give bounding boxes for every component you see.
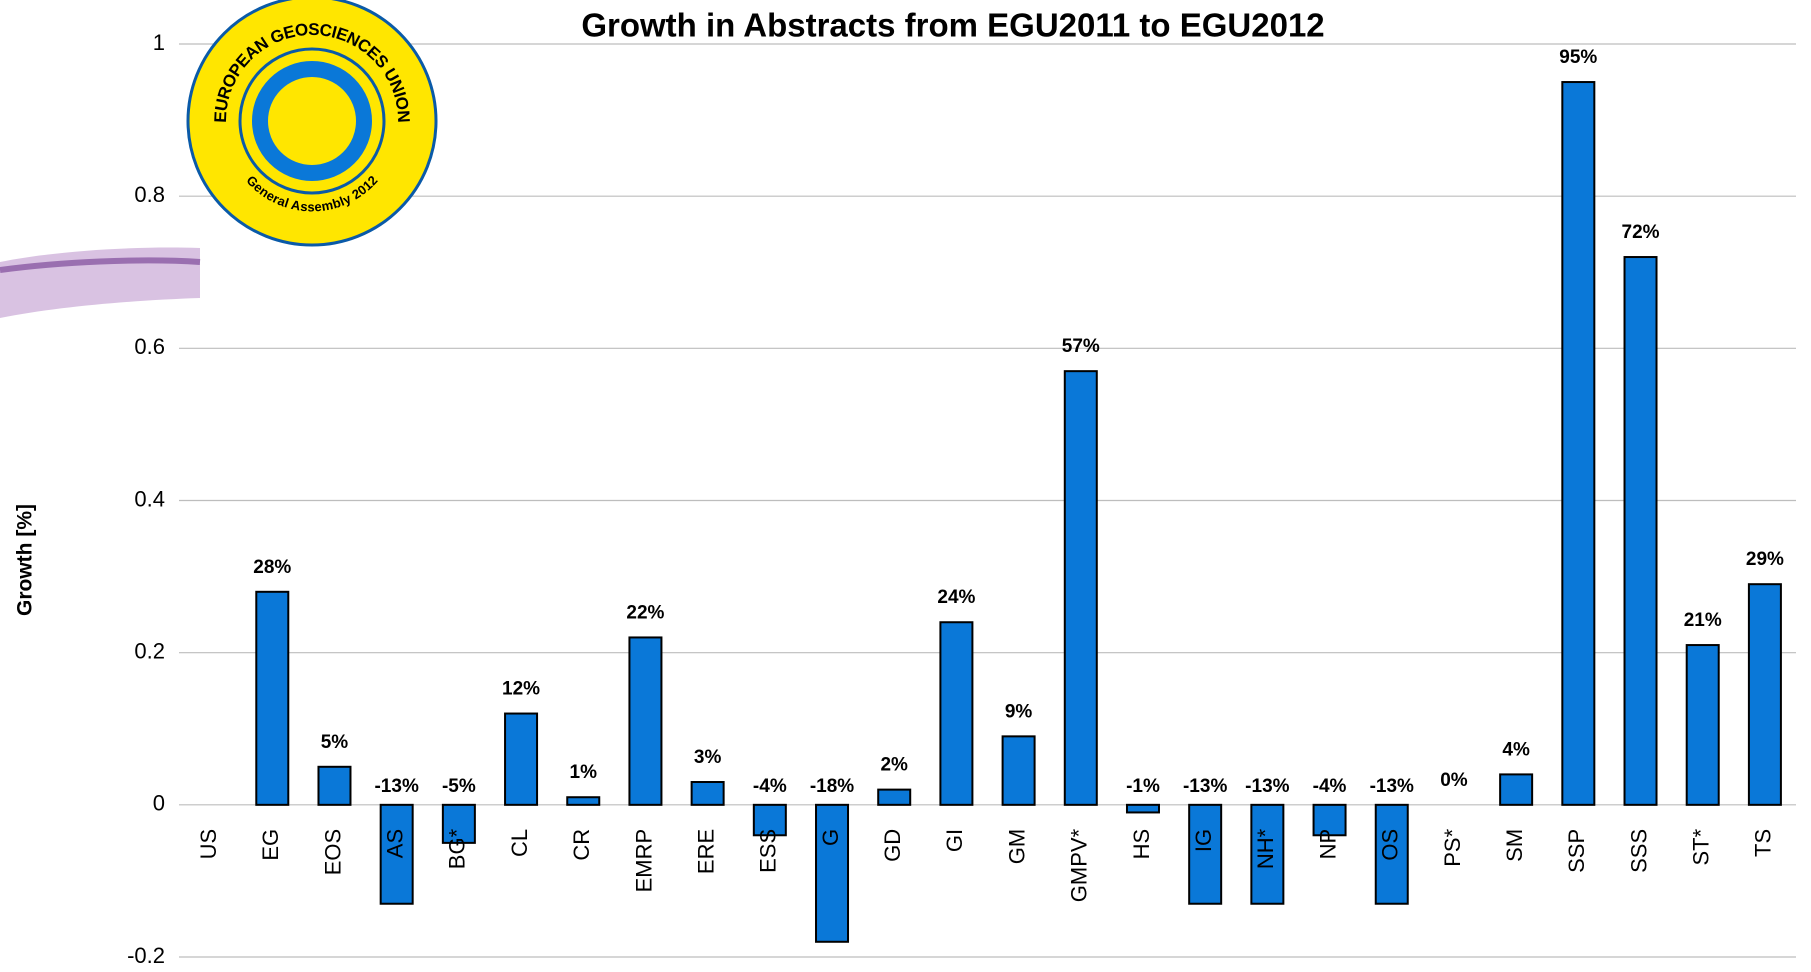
value-label: -4% [753,776,787,797]
value-label: -5% [442,776,476,797]
x-tick-label: G [818,829,843,846]
bar [318,767,350,805]
bar [1687,645,1719,805]
value-label: -1% [1126,776,1160,797]
x-tick-label: EMRP [631,829,656,893]
x-tick-label: NP [1315,829,1340,860]
value-label: 57% [1062,336,1100,357]
bar [1127,805,1159,813]
value-label: -18% [810,776,854,797]
value-label: -13% [374,776,418,797]
bar [567,797,599,805]
y-tick-label: 0.6 [134,334,165,359]
y-tick-label: 0.4 [134,486,165,511]
bar [1500,774,1532,804]
value-label: 28% [253,557,291,578]
value-label: 72% [1622,222,1660,243]
y-tick-label: 0.8 [134,182,165,207]
x-tick-label: OS [1378,829,1403,861]
value-label: 12% [502,679,540,700]
bar [1749,584,1781,805]
bar [692,782,724,805]
bar [878,790,910,805]
x-tick-label: CL [507,829,532,857]
x-tick-label: TS [1751,829,1776,857]
y-tick-label: 1 [153,30,165,55]
x-tick-label: GMPV* [1067,828,1092,902]
x-tick-label: GM [1004,829,1029,864]
x-tick-label: ESS [756,829,781,873]
x-tick-label: SSP [1564,829,1589,873]
x-tick-label: EOS [320,829,345,875]
x-tick-label: CR [569,829,594,861]
x-tick-label: SSS [1626,829,1651,873]
bar [1003,736,1035,804]
chart: -0.2 0 0.2 0.4 0.6 0.8 1 US EG 28% EOS 5% AS -13% BG* -… [0,0,1811,972]
value-label: -4% [1313,776,1347,797]
x-tick-label: PS* [1440,828,1465,866]
value-label: 5% [321,732,349,753]
logo: EUROPEAN GEOSCIENCES UNION General Assem… [188,0,436,245]
y-tick-label: 0 [153,791,165,816]
y-tick-label: 0.2 [134,638,165,663]
x-tick-label: GI [942,829,967,852]
value-label: 2% [880,755,908,776]
value-label: -13% [1245,776,1289,797]
x-tick-label: US [196,829,221,860]
bar [1562,82,1594,805]
x-tick-label: ERE [693,829,718,874]
value-label: -13% [1183,776,1227,797]
y-axis-label: Growth [%] [14,504,37,616]
value-label: 21% [1684,610,1722,631]
chart-title: Growth in Abstracts from EGU2011 to EGU2… [581,7,1324,44]
x-tick-label: IG [1191,829,1216,852]
value-label: 1% [570,762,598,783]
x-tick-label: EG [258,829,283,861]
value-label: 95% [1559,47,1597,68]
bar [505,714,537,805]
x-tick-label: ST* [1689,828,1714,865]
value-label: 4% [1502,739,1530,760]
value-label: 29% [1746,549,1784,570]
value-label: 0% [1440,770,1468,791]
value-label: 22% [626,602,664,623]
value-label: 3% [694,747,722,768]
value-label: 9% [1005,701,1033,722]
bar [256,592,288,805]
x-tick-label: SM [1502,829,1527,862]
bar [629,637,661,804]
bar [1189,805,1221,904]
x-tick-label: GD [880,829,905,862]
y-tick-label: -0.2 [127,943,165,968]
bar [940,622,972,805]
value-label: 24% [937,587,975,608]
x-tick-label: AS [382,829,407,858]
bar [816,805,848,942]
bar [1065,371,1097,805]
bar [1625,257,1657,805]
x-tick-label: HS [1129,829,1154,860]
value-label: -13% [1370,776,1414,797]
x-tick-label: NH* [1253,828,1278,869]
x-tick-label: BG* [445,828,470,869]
